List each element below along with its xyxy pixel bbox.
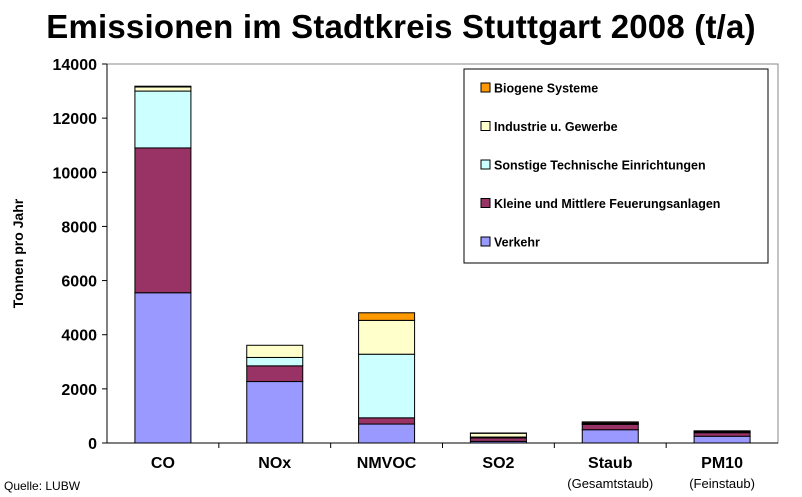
bar-segment <box>358 423 416 444</box>
bar-segment <box>469 432 527 438</box>
legend-swatch <box>480 236 491 247</box>
bar-segment <box>246 365 304 383</box>
legend-swatch <box>480 121 491 131</box>
x-tick-label: CO <box>151 455 175 472</box>
y-tick-label: 12000 <box>53 111 98 128</box>
bar-segment <box>134 85 192 88</box>
bar-segment <box>693 432 751 437</box>
bar-segment <box>246 381 304 444</box>
legend-swatch <box>480 159 491 170</box>
chart-title: Emissionen im Stadtkreis Stuttgart 2008 … <box>46 8 756 45</box>
y-tick-label: 0 <box>88 436 97 453</box>
y-tick-label: 8000 <box>61 219 97 236</box>
legend-label: Kleine und Mittlere Feuerungsanlagen <box>494 197 720 211</box>
bar-segment <box>134 86 192 92</box>
bar-segment <box>693 435 751 444</box>
bar-segment <box>246 344 304 358</box>
source-note: Quelle: LUBW <box>4 479 81 493</box>
y-axis-label: Tonnen pro Jahr <box>10 198 26 308</box>
x-tick-label: PM10 <box>701 455 743 472</box>
legend-box <box>463 68 769 264</box>
x-tick-label: Staub <box>588 455 633 472</box>
bar-segment <box>134 292 192 444</box>
bar-segment <box>358 319 416 355</box>
y-tick-label: 6000 <box>61 274 97 291</box>
x-tick-label: NMVOC <box>357 455 417 472</box>
legend-swatch <box>480 198 491 208</box>
bar-segment <box>581 429 639 444</box>
bar-segment <box>693 430 751 432</box>
bar-segment <box>246 356 304 367</box>
bars <box>134 85 751 444</box>
bar-segment <box>358 353 416 419</box>
x-tick-label: NOx <box>258 455 291 472</box>
y-tick-label: 4000 <box>61 328 97 345</box>
bar-segment <box>469 437 527 442</box>
legend-label: Industrie u. Gewerbe <box>494 120 618 134</box>
legend: Biogene Systeme Industrie u. Gewerbe Sonst… <box>463 68 769 264</box>
y-tick-label: 14000 <box>53 57 98 74</box>
bar-segment <box>358 312 416 321</box>
y-tick-label: 10000 <box>53 165 98 182</box>
bar-segment <box>358 417 416 425</box>
bar-segment <box>134 90 192 149</box>
bar-segment <box>581 423 639 431</box>
bar-segment <box>581 421 639 424</box>
legend-label: Verkehr <box>494 236 540 250</box>
y-tick-label: 2000 <box>61 382 97 399</box>
legend-label: Biogene Systeme <box>494 82 598 96</box>
axes: 0 2000 4000 6000 8000 10000 12000 14000 Tonnen p… <box>10 57 779 491</box>
x-tick-sublabel: (Feinstaub) <box>689 476 755 491</box>
x-tick-label: SO2 <box>482 455 514 472</box>
bar-segment <box>134 147 192 294</box>
x-tick-sublabel: (Gesamtstaub) <box>567 476 653 491</box>
legend-swatch <box>480 82 491 93</box>
legend-label: Sonstige Technische Einrichtungen <box>494 159 706 173</box>
